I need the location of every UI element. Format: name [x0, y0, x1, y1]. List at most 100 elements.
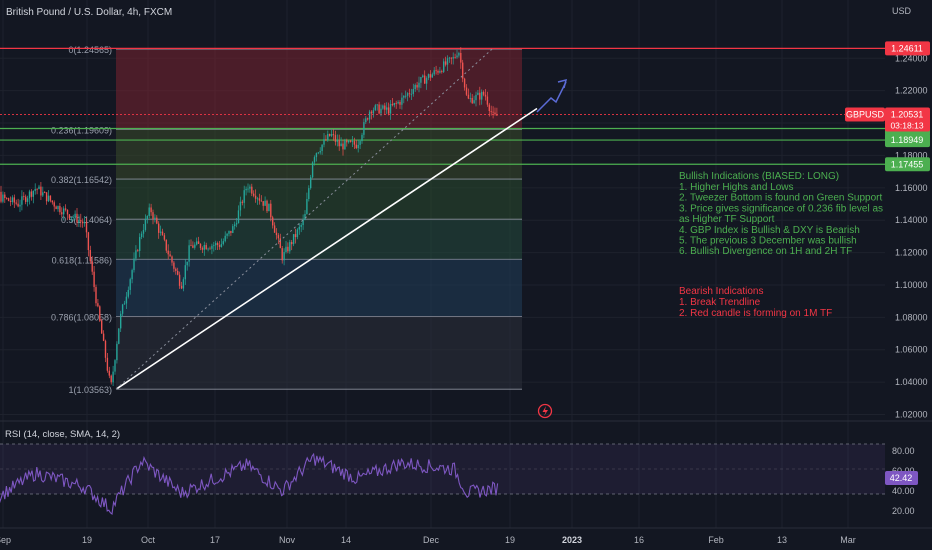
candle-body	[70, 217, 72, 219]
candle-body	[0, 191, 2, 202]
candle-body	[171, 256, 173, 263]
time-tick-label: Mar	[840, 535, 856, 545]
bullish-title: Bullish Indications (BIASED: LONG)	[679, 171, 839, 182]
candle-body	[104, 340, 107, 358]
candle-body	[414, 85, 416, 90]
candle-body	[87, 232, 90, 251]
candle-body	[389, 104, 392, 114]
candle-body	[118, 328, 120, 344]
fib-zone	[116, 179, 522, 220]
candle-body	[61, 212, 63, 215]
candle-body	[448, 57, 451, 59]
candle-body	[7, 198, 10, 201]
candle-body	[192, 245, 194, 248]
candle-body	[452, 57, 454, 59]
candle-body	[348, 140, 350, 143]
candle-body	[251, 186, 253, 194]
candle-body	[406, 93, 409, 96]
candle-body	[207, 248, 209, 250]
bearish-line: 1. Break Trendline	[679, 297, 761, 308]
candle-body	[439, 71, 441, 73]
candle-body	[234, 224, 236, 227]
candle-body	[188, 245, 190, 262]
projection-arrow[interactable]	[536, 78, 568, 113]
candle-body	[484, 94, 487, 97]
fib-level-label: 0.618(1.11586)	[52, 255, 112, 265]
candle-body	[482, 91, 485, 95]
candle-body	[397, 101, 399, 104]
candle-body	[144, 218, 147, 230]
candle-body	[492, 111, 494, 113]
candle-body	[218, 244, 221, 247]
trendline[interactable]	[116, 107, 538, 390]
rsi-value-badge	[885, 471, 918, 485]
candle-body	[91, 261, 93, 272]
candle-body	[342, 143, 344, 150]
candle-body	[40, 186, 42, 196]
rsi-value-text: 42.42	[890, 473, 913, 483]
candle-body	[226, 233, 228, 236]
candle-body	[391, 104, 394, 106]
candle-body	[387, 107, 390, 114]
price-tick-label: 1.16000	[895, 183, 928, 193]
rsi-tick-label: 20.00	[892, 506, 915, 516]
lightning-icon[interactable]	[537, 403, 553, 419]
candle-body	[424, 75, 426, 84]
candle-body	[161, 231, 164, 236]
candle-body	[363, 122, 365, 135]
rsi-pane[interactable]: RSI (14, close, SMA, 14, 2) 80.0060.0040…	[0, 429, 918, 516]
candle-body	[315, 153, 318, 158]
fib-retracement[interactable]: 0(1.24565) 0.236(1.19609) 0.382(1.16542) 0.…	[51, 45, 522, 395]
candle-body	[101, 320, 103, 334]
candle-body	[300, 225, 302, 227]
candle-body	[13, 197, 15, 203]
candle-body	[403, 95, 405, 98]
candle-body	[30, 191, 33, 197]
candle-body	[258, 198, 261, 201]
candle-body	[243, 190, 245, 203]
price-tick-label: 1.02000	[895, 409, 928, 419]
candle-body	[469, 97, 471, 99]
time-tick-label: Dec	[423, 535, 440, 545]
candle-body	[102, 333, 105, 341]
price-badge-text: 1.17455	[891, 159, 924, 169]
fib-level-label: 1(1.03563)	[68, 385, 112, 395]
candle-body	[340, 143, 342, 147]
price-axis[interactable]: USD 1.240001.220001.200001.180001.160001…	[885, 0, 932, 420]
candle-body	[28, 191, 31, 199]
candle-body	[224, 235, 226, 242]
candle-body	[298, 226, 300, 230]
candle-body	[496, 114, 498, 116]
candle-body	[359, 141, 361, 145]
candle-body	[152, 212, 154, 219]
candle-body	[235, 223, 238, 225]
candle-body	[21, 196, 23, 205]
candle-body	[241, 201, 243, 203]
candle-body	[4, 194, 6, 199]
horizontal-lines[interactable]	[0, 47, 885, 165]
candle-body	[230, 230, 232, 233]
candle-body	[275, 232, 278, 236]
candle-body	[159, 231, 162, 233]
candle-body	[203, 245, 205, 250]
fib-zone	[116, 129, 522, 180]
candle-body	[444, 61, 447, 65]
price-tick-label: 1.18000	[895, 150, 928, 160]
symbol-badge	[845, 107, 885, 122]
bullish-line: as Higher TF Support	[679, 214, 775, 225]
time-tick-label: 19	[505, 535, 515, 545]
candle-body	[19, 204, 21, 207]
time-axis[interactable]: Sep 19 Oct 17 Nov 14 Dec 19 2023 16 Feb 13 Mar	[0, 535, 856, 545]
currency-label: USD	[892, 6, 912, 16]
candle-body	[321, 144, 323, 152]
candle-body	[154, 217, 156, 219]
candle-body	[32, 190, 34, 197]
time-tick-label: Oct	[141, 535, 156, 545]
candle-body	[93, 271, 95, 288]
symbol-title: British Pound / U.S. Dollar, 4h, FXCM	[6, 7, 172, 18]
candle-body	[167, 250, 169, 255]
candle-body	[422, 75, 424, 78]
candle-body	[306, 199, 308, 214]
candle-body	[437, 71, 439, 73]
